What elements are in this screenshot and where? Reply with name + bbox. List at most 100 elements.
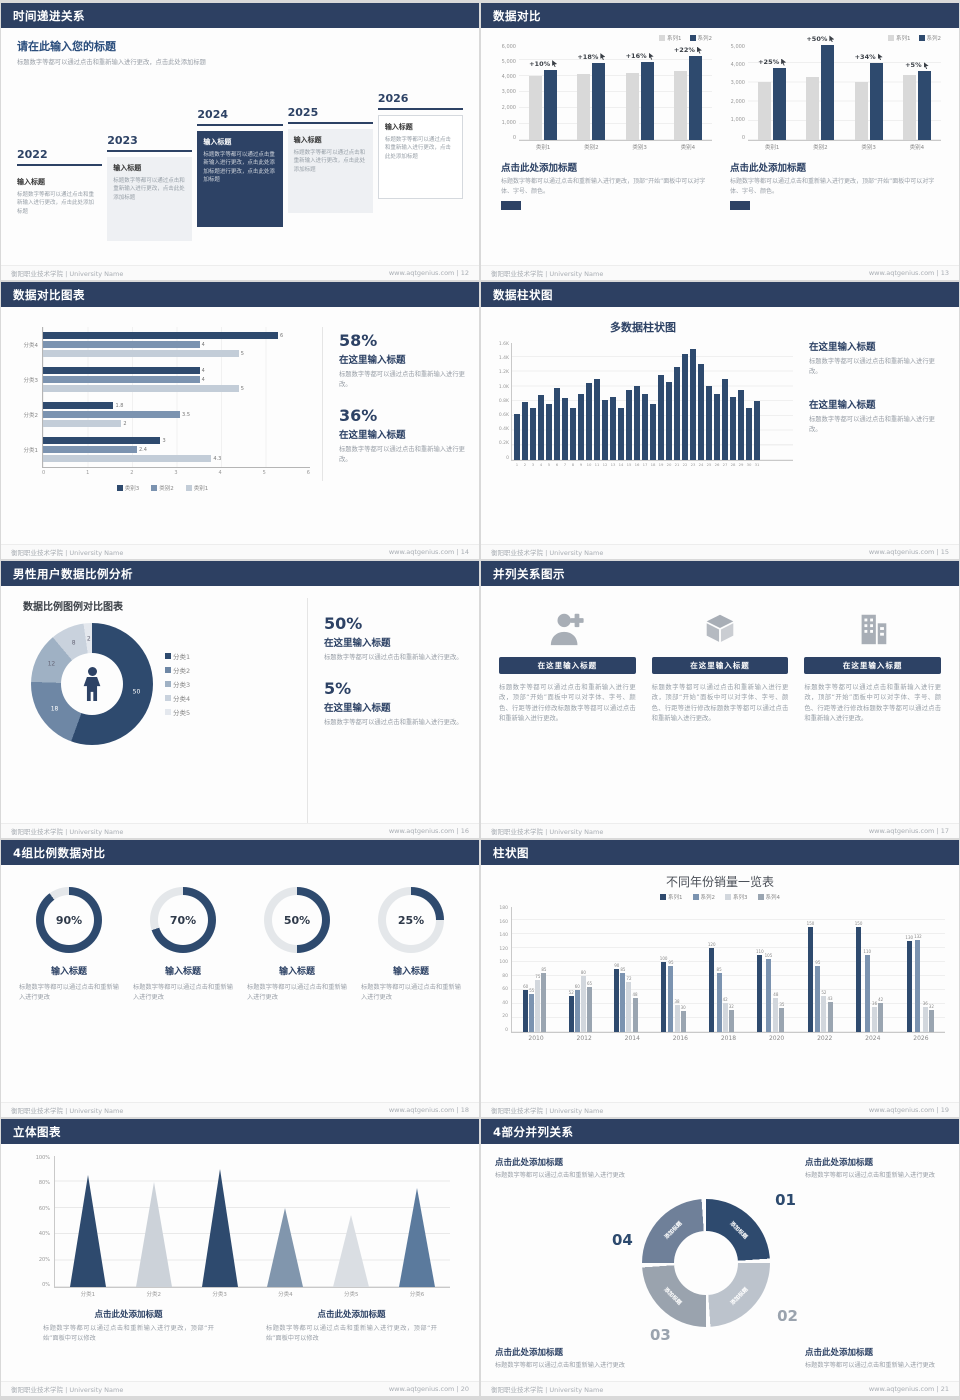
title-button[interactable]: 在这里输入标题 bbox=[804, 657, 942, 674]
bar-value: 32 bbox=[928, 1003, 934, 1009]
caption-text: 标题数字等都可以通过点击和重新输入进行更改，顶部“开始”面板中可以对字体、字号、… bbox=[730, 178, 935, 195]
bar-value: 60 bbox=[574, 984, 580, 989]
bar bbox=[43, 367, 200, 374]
axis-tick-label: 1 bbox=[515, 462, 519, 467]
bars bbox=[673, 56, 702, 140]
ratio-card: 25% 输入标题 标题数字等都可以通过点击和重新输入进行更改 bbox=[361, 887, 461, 1102]
bar-value: 120 bbox=[707, 942, 716, 947]
segmented-ring-diagram: 添加标题 添加标题 添加标题 添加标题 01 02 03 04 bbox=[612, 1191, 798, 1344]
growth-value: +10% bbox=[529, 59, 551, 68]
bar bbox=[658, 375, 664, 460]
bar bbox=[620, 972, 626, 1032]
legend-item: 分类4 bbox=[165, 693, 190, 703]
text-block: 点击此处添加标题 标题数字等都可以通过点击和重新输入进行更改 bbox=[805, 1156, 947, 1181]
bar bbox=[864, 955, 870, 1032]
slide-16[interactable]: 男性用户数据比例分析 数据比例图例对比图表 50 18 12 8 2 分类1 分类2 分类3… bbox=[1, 561, 479, 838]
bar bbox=[544, 69, 558, 140]
title-button[interactable]: 在这里输入标题 bbox=[499, 657, 636, 674]
slide-12[interactable]: 时间递进关系 请在此输入您的标题 标题数字等都可以通过点击和重新输入进行更改，点… bbox=[1, 3, 479, 280]
slide-21[interactable]: 4部分并列关系 添加标题 添加标题 添加标题 添加标题 01 02 03 04 … bbox=[481, 1119, 959, 1396]
axis-tick-label: 40% bbox=[38, 1231, 50, 1238]
bar-wrap: 150 bbox=[855, 921, 862, 1032]
timeline-year: 2023 bbox=[107, 134, 193, 152]
x-label: 2012 bbox=[576, 1035, 592, 1042]
bar bbox=[722, 1002, 728, 1032]
donut-ring: 25% bbox=[378, 887, 444, 953]
ratio-card: 90% 输入标题 标题数字等都可以通过点击和重新输入进行更改 bbox=[19, 887, 119, 1102]
bar bbox=[43, 446, 137, 453]
slide-header: 时间递进关系 bbox=[1, 3, 479, 28]
slide-15[interactable]: 数据柱状图 多数据柱状图 1.6K 1.4K 1.2K 1.0K 0.8K 0.6K 0.4… bbox=[481, 282, 959, 559]
card-title: 输入标题 bbox=[164, 967, 201, 977]
block-text: 标题数字等都可以通过点击和重新输入进行更改 bbox=[805, 1362, 935, 1370]
category-label: 类别4 bbox=[909, 145, 925, 151]
bar bbox=[43, 437, 161, 444]
legend-swatch bbox=[165, 709, 171, 715]
footer-org: 衡阳职业技术学院 | University Name bbox=[11, 549, 124, 557]
bar-group: +5% bbox=[902, 61, 931, 140]
bar bbox=[872, 1006, 878, 1032]
chart-legend: 类别3 类别2 类别1 bbox=[15, 484, 310, 492]
growth-label: +50% bbox=[806, 35, 835, 43]
block-text: 标题数字等都可以通过点击和重新输入进行更改。 bbox=[809, 416, 935, 434]
slide-header: 柱状图 bbox=[481, 840, 959, 865]
axis-tick-label: 0 bbox=[42, 470, 46, 476]
bar-value: 1.8 bbox=[115, 402, 124, 409]
timeline-box-text: 标题数字等都可以通过点击和重新输入进行更改，点击此处添加标题 bbox=[293, 149, 366, 173]
caption-title: 点击此处添加标题 bbox=[501, 163, 578, 174]
x-label: 分类3 bbox=[212, 1292, 227, 1298]
bar-wrap: 35 bbox=[779, 1002, 784, 1032]
timeline-box: 输入标题 标题数字等都可以通过点击和重新输入进行更改，点击此处添加标题 bbox=[17, 171, 102, 255]
slide-14[interactable]: 数据对比图表 分类4 分类3 分类2 分类1 6 4 5 4 4 5 1.8 3.5 2 3 2.4 4.3… bbox=[1, 282, 479, 559]
bar-wrap: 36 bbox=[872, 1001, 877, 1032]
x-axis: 0 1 2 3 4 5 6 bbox=[42, 470, 310, 476]
slide-footer: 衡阳职业技术学院 | University Name www.aqtgenius… bbox=[481, 1381, 959, 1396]
axis-tick-label: 9 bbox=[579, 462, 583, 467]
bars bbox=[577, 62, 606, 140]
growth-label: +10% bbox=[529, 59, 558, 68]
legend-item: 类别2 bbox=[151, 484, 174, 492]
title-button[interactable]: 在这里输入标题 bbox=[651, 657, 789, 674]
timeline-item: 2025 输入标题 标题数字等都可以通过点击和重新输入进行更改，点击此处添加标题 bbox=[287, 106, 373, 213]
slide-20[interactable]: 立体图表 100% 80% 60% 40% 20% 0% 分类1 分类2 分类3 分类4 分类5 分… bbox=[1, 1119, 479, 1396]
slide-18[interactable]: 4组比例数据对比 90% 输入标题 标题数字等都可以通过点击和重新输入进行更改 … bbox=[1, 840, 479, 1117]
bar-value: 2.4 bbox=[138, 446, 147, 453]
legend-swatch bbox=[692, 894, 699, 900]
bar-group: 90 85 72 48 bbox=[614, 963, 638, 1032]
axis-tick-label: 2,000 bbox=[730, 98, 745, 105]
growth-value: +34% bbox=[854, 52, 876, 61]
segment-number: 04 bbox=[612, 1231, 633, 1249]
bar bbox=[650, 403, 656, 460]
growth-value: +16% bbox=[625, 52, 647, 61]
slide-header-title: 4组比例数据对比 bbox=[13, 845, 106, 860]
bar-wrap: 72 bbox=[626, 976, 632, 1032]
slide-header: 4部分并列关系 bbox=[481, 1119, 959, 1144]
slide-17[interactable]: 并列关系图示 在这里输入标题 标题数字等都可以通过点击和重新输入进行更改，顶部“… bbox=[481, 561, 959, 838]
bar bbox=[821, 995, 827, 1032]
stat-text: 标题数字等都可以通过点击和重新输入进行更改。 bbox=[339, 371, 465, 389]
slide-13[interactable]: 数据对比 系列1 系列2 6,000 5,000 4,000 3,000 2,000 1,00… bbox=[481, 3, 959, 280]
legend-item: 分类2 bbox=[165, 665, 190, 675]
male-person-icon bbox=[81, 667, 103, 701]
bar-wrap: 130 bbox=[905, 935, 913, 1032]
bar bbox=[522, 402, 528, 460]
slide-body: 在这里输入标题 标题数字等都可以通过点击和重新输入进行更改，顶部“开始”面板中可… bbox=[481, 586, 959, 823]
grouped-bar-chart: 系列1 系列2 6,000 5,000 4,000 3,000 2,000 1,000 0 +10… bbox=[499, 34, 712, 151]
slide-header-title: 数据柱状图 bbox=[493, 287, 553, 302]
box-icon bbox=[700, 604, 740, 648]
bar-wrap: 32 bbox=[729, 1004, 734, 1032]
slide-header: 数据对比 bbox=[481, 3, 959, 28]
axis-tick-label: 0 bbox=[512, 134, 516, 141]
bar-wrap: 6 bbox=[43, 332, 310, 339]
slide-19[interactable]: 柱状图 不同年份销量一览表 系列1 系列2 系列3 系列4 180 160 140 120 1… bbox=[481, 840, 959, 1117]
y-axis: 分类4 分类3 分类2 分类1 bbox=[15, 327, 42, 468]
text-block: 点击此处添加标题 标题数字等都可以通过点击和重新输入进行更改 bbox=[495, 1156, 637, 1181]
axis-tick-label: 21 bbox=[674, 462, 680, 467]
bar-value: 100 bbox=[659, 956, 668, 961]
bar-value: 4 bbox=[201, 367, 205, 374]
slide-footer: 衡阳职业技术学院 | University Name www.aqtgenius… bbox=[1, 823, 479, 838]
bar-wrap: 95 bbox=[668, 960, 674, 1032]
bar-wrap: 43 bbox=[827, 996, 833, 1032]
axis-tick-label: 1.6K bbox=[498, 342, 509, 347]
axis-tick-label: 4,000 bbox=[730, 62, 745, 69]
